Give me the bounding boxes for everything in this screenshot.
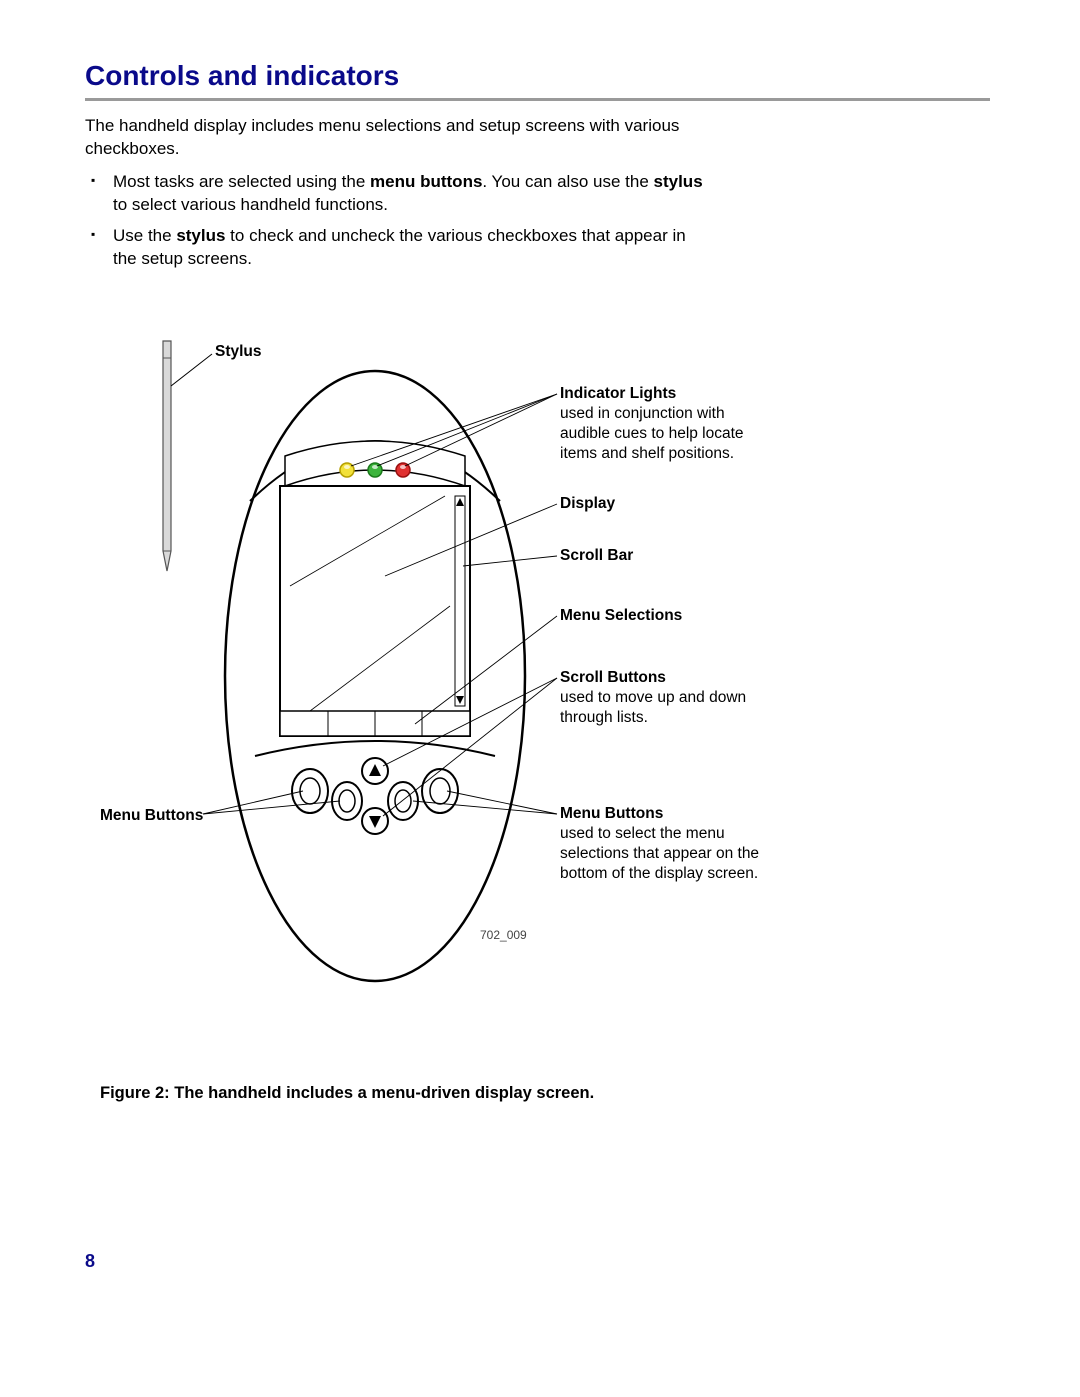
scrollbar-track xyxy=(455,496,465,706)
page-number: 8 xyxy=(85,1251,95,1272)
device-screen xyxy=(280,486,470,736)
section-heading: Controls and indicators xyxy=(85,60,990,92)
text-bold: menu buttons xyxy=(370,172,482,191)
scroll-button-up xyxy=(362,758,388,784)
bullet-item-1: Most tasks are selected using the menu b… xyxy=(113,171,713,217)
bullet-item-2: Use the stylus to check and uncheck the … xyxy=(113,225,713,271)
handheld-diagram-svg xyxy=(85,326,805,986)
text: . You can also use the xyxy=(482,172,653,191)
menu-button-1 xyxy=(292,769,328,813)
text: Use the xyxy=(113,226,176,245)
heading-rule xyxy=(85,98,990,101)
bullet-list: Most tasks are selected using the menu b… xyxy=(85,171,990,271)
document-page: Controls and indicators The handheld dis… xyxy=(0,0,1080,1397)
text: to select various handheld functions. xyxy=(113,195,388,214)
scroll-button-down xyxy=(362,808,388,834)
text: Most tasks are selected using the xyxy=(113,172,370,191)
intro-paragraph: The handheld display includes menu selec… xyxy=(85,115,725,161)
menu-button-4 xyxy=(422,769,458,813)
text-bold: stylus xyxy=(176,226,225,245)
text-bold: stylus xyxy=(654,172,703,191)
figure-area: Stylus Indicator Lights used in conjunct… xyxy=(85,326,990,1056)
figure-caption: Figure 2: The handheld includes a menu-d… xyxy=(100,1084,990,1103)
stylus-icon xyxy=(163,341,171,571)
